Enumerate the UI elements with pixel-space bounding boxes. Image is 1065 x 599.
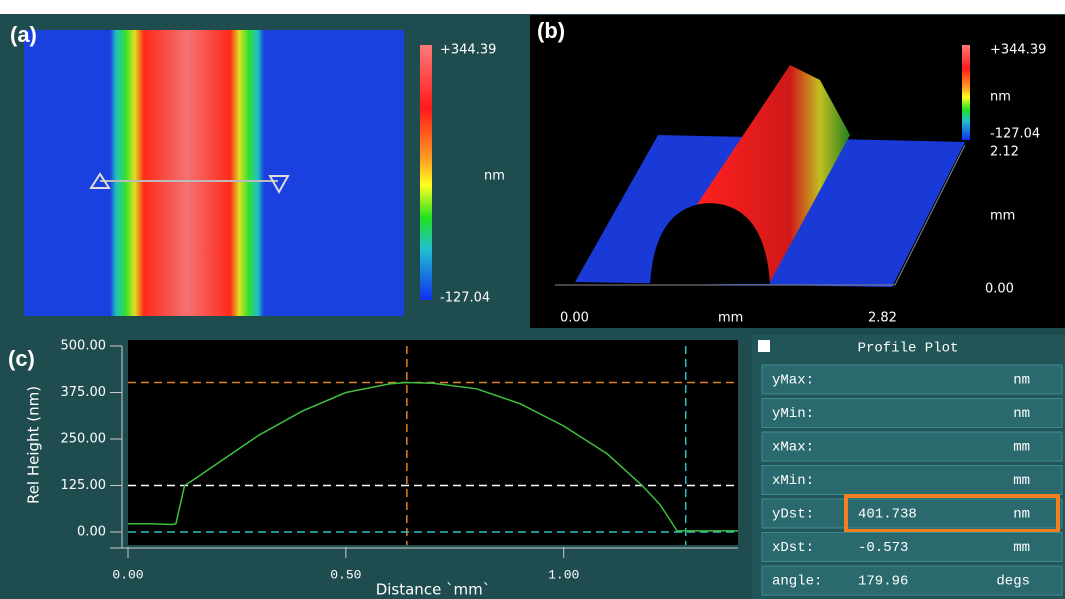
y-axis-end: 2.12 — [990, 145, 1019, 160]
x-tick-label: 1.00 — [548, 567, 579, 582]
cursor-start — [89, 172, 111, 189]
row-value: -0.573 — [858, 540, 908, 556]
row-box — [761, 565, 1063, 596]
colorbar — [420, 45, 432, 300]
x-tick-label: 0.00 — [112, 567, 143, 582]
colorbar-max: +344.39 — [990, 43, 1046, 58]
highlight-box — [844, 494, 1060, 533]
row-unit: nm — [1013, 373, 1030, 389]
row-value: 179.96 — [858, 574, 908, 590]
row-unit: mm — [1013, 540, 1030, 556]
row-unit: nm — [1013, 406, 1030, 422]
row-box — [761, 364, 1063, 395]
ridge-stripe — [110, 30, 264, 316]
row-unit: mm — [1013, 440, 1030, 456]
y-tick-label: 0.00 — [77, 524, 106, 539]
row-box — [761, 498, 1063, 529]
colorbar-unit: nm — [990, 90, 1011, 105]
profile-chart: (c) Distance `mm` Rel Height (nm) 0.00 12… — [8, 339, 738, 599]
row-unit: degs — [996, 574, 1030, 590]
y-axis — [894, 144, 966, 286]
panel-a: (a) +344.39 nm -127.04 — [10, 22, 505, 316]
profile-line — [128, 381, 738, 532]
close-icon[interactable] — [758, 340, 770, 352]
row-box — [761, 431, 1063, 462]
colorbar — [962, 45, 970, 140]
panel-label: (c) — [8, 346, 35, 371]
x-tick-label: 0.50 — [330, 567, 361, 582]
row-box — [761, 465, 1063, 495]
y-axis-unit: mm — [990, 209, 1015, 224]
y-tick-label: 250.00 — [61, 431, 107, 446]
row-unit: nm — [1013, 507, 1030, 523]
x-axis-end: 2.82 — [868, 311, 897, 326]
row-label: yDst: — [772, 507, 814, 523]
row-label: xMin: — [772, 473, 814, 489]
row-box — [761, 398, 1063, 428]
row-label: angle: — [772, 574, 822, 590]
colorbar-min: -127.04 — [990, 127, 1040, 142]
y-axis-start: 0.00 — [985, 282, 1014, 297]
y-tick-label: 125.00 — [61, 478, 107, 493]
colorbar-unit: nm — [484, 169, 505, 184]
plot-area — [128, 340, 738, 545]
ridge-cross-section — [650, 203, 770, 284]
y-axis-title: Rel Height (nm) — [25, 386, 43, 504]
row-box — [761, 532, 1063, 562]
x-axis-title: Distance `mm` — [376, 581, 491, 599]
y-tick-label: 375.00 — [61, 385, 107, 400]
x-axis-start: 0.00 — [560, 311, 589, 326]
row-value: 401.738 — [858, 507, 917, 523]
row-label: xMax: — [772, 440, 814, 456]
row-unit: mm — [1013, 473, 1030, 489]
row-label: yMax: — [772, 373, 814, 389]
colorbar-max: +344.39 — [440, 43, 496, 58]
colorbar-min: -127.04 — [440, 291, 490, 306]
y-tick-label: 500.00 — [61, 339, 107, 354]
panel-b: (b) +344.39 nm -127.04 2.12 mm 0.00 0.00… — [530, 15, 1065, 328]
cursor-end — [268, 175, 290, 195]
panel-label: (b) — [537, 18, 565, 43]
row-label: yMin: — [772, 406, 814, 422]
top-margin — [0, 0, 1065, 14]
panel-label: (a) — [10, 22, 37, 47]
panel-title: Profile Plot — [858, 341, 959, 357]
row-label: xDst: — [772, 540, 814, 556]
x-axis-unit: mm — [718, 311, 743, 326]
profile-plot-panel: Profile Plot yMax: nm yMin: nm xMax: mm xMin: m… — [752, 335, 1065, 599]
